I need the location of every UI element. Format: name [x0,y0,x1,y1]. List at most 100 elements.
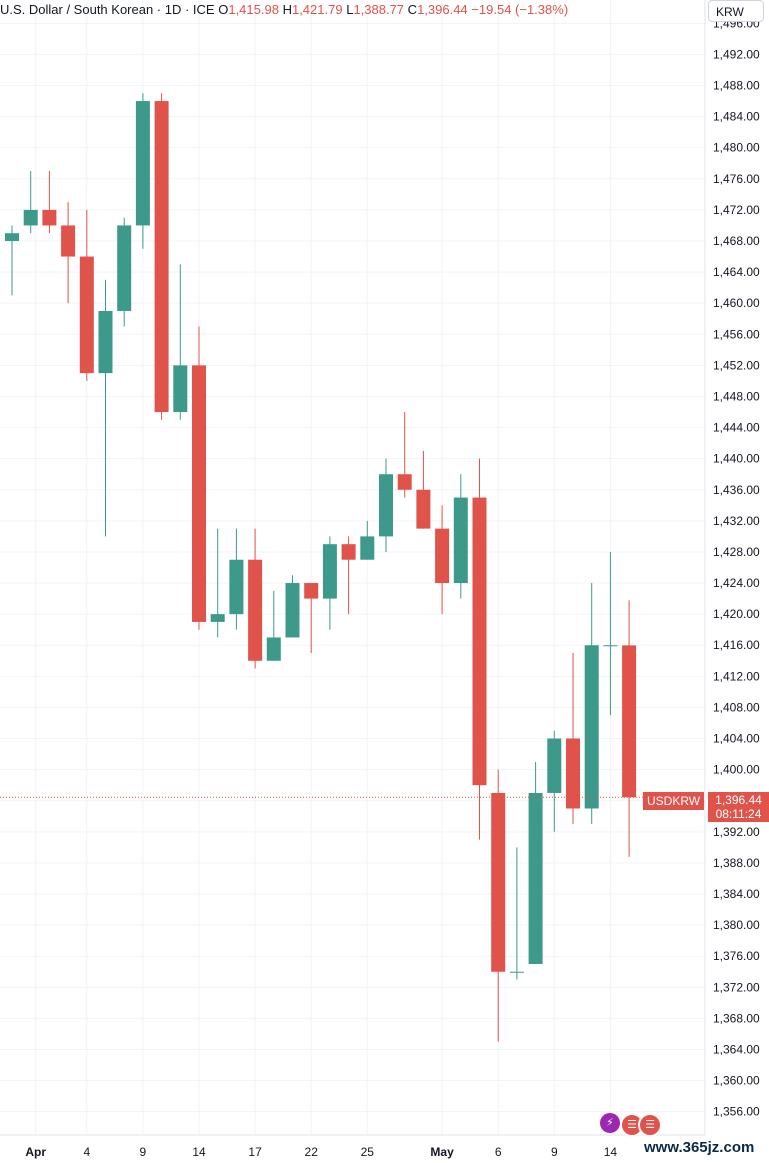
candle[interactable] [622,600,637,857]
candle[interactable] [210,528,225,638]
price-axis[interactable]: 1,356.00 1,360.00 1,364.00 1,368.00 1,372.00… [713,16,760,1118]
candle-body [322,544,337,599]
y-tick-label: 1,440.00 [713,452,760,466]
candle[interactable] [416,450,431,529]
candle[interactable] [304,583,319,654]
candle-body [528,792,543,964]
y-tick-label: 1,356.00 [713,1105,760,1119]
legend-close-label: C [407,2,418,17]
y-tick-label: 1,424.00 [713,576,760,590]
candle-body [23,209,38,226]
candle[interactable] [154,93,169,420]
candle-body [154,101,169,413]
candle[interactable] [603,551,618,716]
y-tick-label: 1,408.00 [713,700,760,714]
candle[interactable] [192,326,206,630]
legend-symbol: U.S. Dollar / South Korean · 1D · ICE [0,2,215,17]
candle[interactable] [547,730,562,832]
candle[interactable] [61,202,76,304]
candle-body [61,225,76,257]
y-tick-label: 1,404.00 [713,732,760,746]
candle-body [229,559,244,615]
candle-body [472,497,487,786]
y-tick-label: 1,452.00 [713,358,760,372]
y-tick-label: 1,384.00 [713,887,760,901]
candle-body [491,792,506,972]
x-tick-label: Apr [25,1145,46,1159]
y-tick-label: 1,376.00 [713,949,760,963]
last-price-value: 1,396.44 [715,793,762,807]
candle-body [547,738,562,793]
candle-body [435,528,450,584]
candle-body [397,474,412,490]
candle-body [360,536,375,560]
candle-body [210,614,225,622]
candle[interactable] [266,590,281,661]
candle[interactable] [491,769,506,1042]
candle[interactable] [135,93,150,249]
x-tick-label: 25 [361,1145,375,1159]
legend-high-value: 1,421.79 [291,2,343,17]
legend-low-label: L [346,2,354,17]
y-tick-label: 1,468.00 [713,234,760,248]
y-tick-label: 1,428.00 [713,545,760,559]
y-tick-label: 1,368.00 [713,1011,760,1025]
y-tick-label: 1,388.00 [713,856,760,870]
candle-body [117,225,132,311]
candle[interactable] [435,505,450,615]
y-tick-label: 1,472.00 [713,203,760,217]
y-tick-label: 1,492.00 [713,47,760,61]
candle[interactable] [584,583,599,825]
candle-body [584,645,599,809]
y-tick-label: 1,392.00 [713,825,760,839]
candle[interactable] [173,264,188,420]
us-flag-icon-2[interactable]: ☰ [638,1113,662,1137]
candle-body [453,497,468,584]
y-tick-label: 1,448.00 [713,389,760,403]
candle[interactable] [248,528,263,669]
lightning-icon[interactable]: ⚡ [600,1113,620,1133]
candle[interactable] [360,520,375,560]
candle[interactable] [566,653,580,825]
y-tick-label: 1,464.00 [713,265,760,279]
candle[interactable] [117,217,132,327]
candle-body [42,209,57,226]
symbol-price-tag: USDKRW [643,792,705,810]
candle-body [98,310,113,374]
candle[interactable] [5,225,19,296]
time-axis[interactable]: Apr 4 9 14 17 22 25 May 6 9 14 [25,1145,617,1159]
grid-lines [0,0,705,1135]
y-tick-label: 1,460.00 [713,296,760,310]
candle-body [173,365,188,413]
candle[interactable] [79,209,94,381]
candle[interactable] [528,761,543,964]
candle[interactable] [379,458,393,552]
candle-body [622,645,637,798]
candle[interactable] [42,171,57,234]
candle[interactable] [98,279,113,537]
legend-high-label: H [282,2,292,17]
y-tick-label: 1,436.00 [713,483,760,497]
candle-body [285,583,300,638]
candle[interactable] [285,575,300,638]
x-tick-label: 9 [551,1145,558,1159]
candle[interactable] [397,412,412,498]
candle-body [509,971,524,973]
x-tick-label: 6 [495,1145,502,1159]
y-tick-label: 1,400.00 [713,763,760,777]
candle-body [379,474,393,537]
candle[interactable] [229,528,244,630]
currency-unit-button[interactable]: KRW [708,0,764,22]
candle[interactable] [472,458,487,840]
candle[interactable] [509,847,524,980]
x-tick-label: 14 [604,1145,618,1159]
legend-close-value: 1,396.44 [417,2,468,17]
candle[interactable] [322,536,337,630]
legend-low-value: 1,388.77 [353,2,405,17]
candle[interactable] [23,171,38,234]
legend-open-label: O [218,2,229,17]
candle-body [416,489,431,529]
candle[interactable] [341,536,356,615]
candle[interactable] [453,474,468,599]
